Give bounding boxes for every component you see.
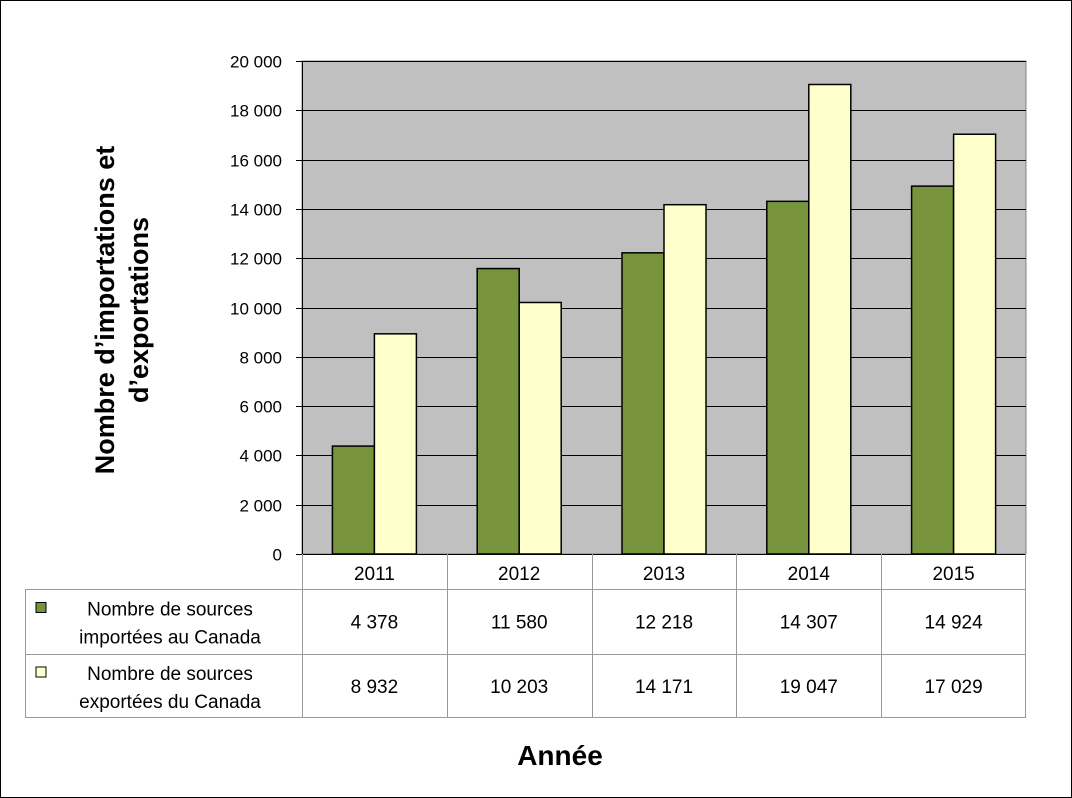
legend-label: exportées du Canada	[79, 692, 261, 713]
y-tick-label: 14 000	[230, 201, 282, 220]
legend-label: Nombre de sources	[87, 664, 253, 685]
y-tick-label: 12 000	[230, 250, 282, 269]
legend-key	[35, 666, 47, 678]
y-tick-label: 20 000	[230, 53, 282, 72]
legend-key	[35, 602, 47, 613]
y-tick-label: 2 000	[239, 497, 282, 516]
data-label: 8 932	[351, 677, 399, 698]
data-label: 4 378	[351, 613, 399, 634]
y-tick-label: 0	[273, 546, 282, 565]
x-tick-label: 2012	[498, 564, 540, 585]
data-label: 17 029	[925, 677, 983, 698]
data-label: 10 203	[490, 677, 548, 698]
bar-imports-2014	[766, 200, 810, 555]
y-tick-label: 4 000	[239, 447, 282, 466]
y-tick-label: 16 000	[230, 152, 282, 171]
data-label: 14 307	[780, 613, 838, 634]
bar-imports-2011	[331, 445, 376, 555]
bar-exports-2014	[808, 83, 852, 555]
data-label: 14 171	[635, 677, 693, 698]
data-label: 11 580	[491, 613, 548, 634]
legend-label: importées au Canada	[79, 628, 261, 649]
bar-exports-2011	[373, 333, 418, 555]
data-label: 14 924	[925, 613, 984, 634]
x-tick-label: 2015	[932, 564, 974, 585]
bar-exports-2015	[952, 133, 997, 555]
y-tick-label: 10 000	[230, 300, 282, 319]
y-tick-label: 8 000	[239, 349, 282, 368]
x-tick-label: 2011	[354, 564, 395, 585]
bar-exports-2013	[663, 203, 707, 555]
y-axis-label: Nombre d’importations et d’exportations	[90, 145, 154, 475]
x-tick-label: 2014	[788, 564, 831, 585]
y-tick-label: 18 000	[230, 102, 282, 121]
x-axis-label: Année	[517, 740, 603, 771]
legend-label: Nombre de sources	[87, 600, 253, 621]
bar-exports-2012	[518, 301, 562, 555]
bar-imports-2015	[910, 185, 955, 555]
bar-imports-2012	[476, 267, 520, 555]
y-tick-label: 6 000	[239, 398, 282, 417]
data-label: 12 218	[635, 613, 693, 634]
bar-imports-2013	[621, 252, 665, 555]
x-tick-label: 2013	[643, 564, 685, 585]
data-label: 19 047	[780, 677, 838, 698]
